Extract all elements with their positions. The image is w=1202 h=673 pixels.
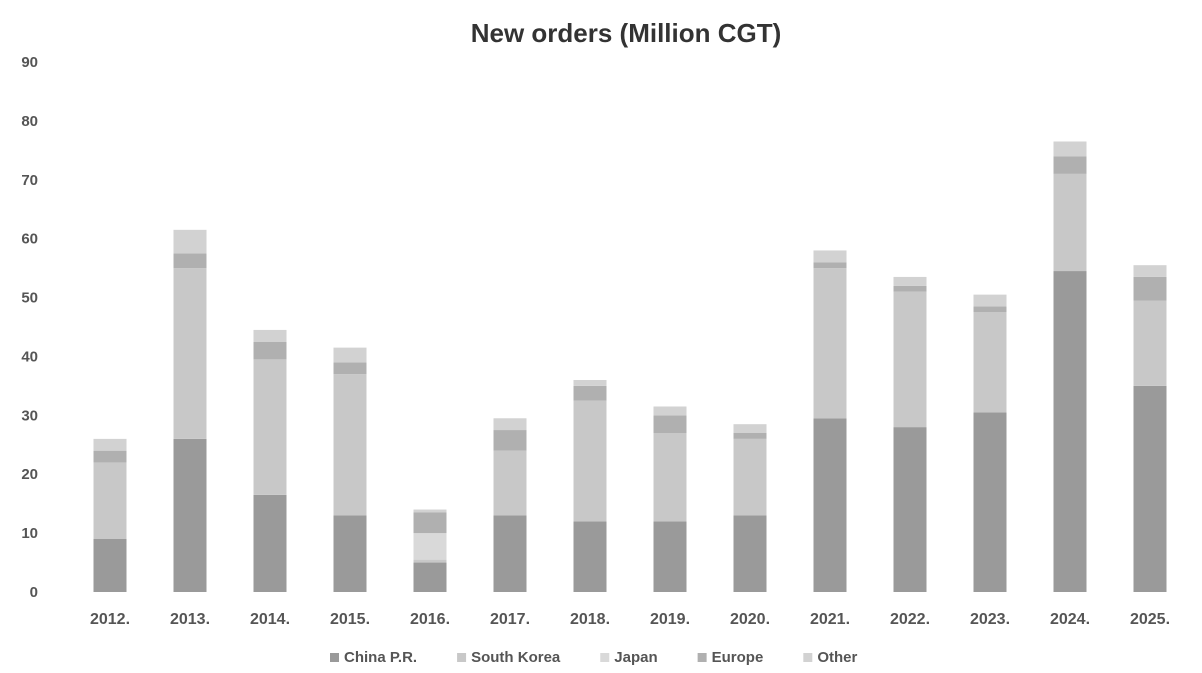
bar-segment [1133, 385, 1167, 592]
chart-title: New orders (Million CGT) [471, 18, 782, 48]
bar-segment [413, 512, 447, 534]
bar-segment [653, 433, 687, 522]
bars [93, 141, 1167, 592]
bar-segment [333, 515, 367, 592]
bar-segment [733, 433, 767, 439]
legend-label: Japan [614, 649, 657, 666]
bar-segment [253, 341, 287, 360]
y-axis: 0 10 20 30 40 50 60 70 80 90 [21, 54, 38, 601]
x-tick-label: 2023. [970, 611, 1010, 628]
y-tick-label: 90 [21, 54, 38, 71]
legend-swatch [697, 653, 707, 662]
bar-segment [973, 306, 1007, 313]
bar-segment [253, 329, 287, 342]
legend-label: China P.R. [344, 649, 417, 666]
x-tick-label: 2018. [570, 611, 610, 628]
x-tick-label: 2015. [330, 611, 370, 628]
bar-segment [813, 262, 847, 269]
x-tick-label: 2014. [250, 611, 290, 628]
bar-segment [493, 450, 527, 516]
bar-segment [333, 347, 367, 363]
bar-segment [733, 424, 767, 433]
x-tick-label: 2019. [650, 611, 690, 628]
bar-segment [1133, 265, 1167, 277]
legend: China P.R. South Korea Japan Europe Other [330, 649, 857, 666]
x-tick-label: 2020. [730, 611, 770, 628]
bar-segment [893, 285, 927, 292]
bar-segment [173, 229, 207, 254]
y-tick-label: 0 [30, 584, 38, 601]
y-tick-label: 40 [21, 348, 38, 365]
y-tick-label: 20 [21, 466, 38, 483]
legend-label: Other [817, 649, 857, 666]
y-tick-label: 10 [21, 525, 38, 542]
bar-segment [493, 430, 527, 451]
bar-segment [93, 462, 127, 539]
bar-segment [493, 418, 527, 431]
bar-segment [573, 380, 607, 386]
y-tick-label: 70 [21, 172, 38, 189]
x-tick-label: 2013. [170, 611, 210, 628]
y-tick-label: 50 [21, 290, 38, 307]
y-tick-label: 60 [21, 231, 38, 248]
bar-segment [893, 427, 927, 592]
bar-segment [813, 268, 847, 419]
legend-swatch [803, 653, 813, 662]
x-tick-label: 2017. [490, 611, 530, 628]
bar-segment [413, 509, 447, 513]
x-tick-label: 2025. [1130, 611, 1170, 628]
bar-segment [813, 418, 847, 592]
x-tick-label: 2021. [810, 611, 850, 628]
x-tick-label: 2024. [1050, 611, 1090, 628]
bar-segment [733, 438, 767, 516]
y-tick-label: 80 [21, 113, 38, 130]
bar-segment [1053, 156, 1087, 174]
bar-segment [413, 533, 447, 560]
bar-segment [1053, 173, 1087, 272]
bar-segment [973, 412, 1007, 592]
bar-segment [173, 253, 207, 269]
x-tick-label: 2012. [90, 611, 130, 628]
bar-segment [893, 291, 927, 428]
bar-segment [173, 438, 207, 592]
bar-segment [653, 415, 687, 433]
bar-segment [333, 362, 367, 375]
legend-label: Europe [712, 649, 764, 666]
bar-segment [173, 268, 207, 439]
legend-swatch [330, 653, 339, 662]
bar-segment [653, 406, 687, 416]
legend-label: South Korea [471, 649, 561, 666]
bar-segment [1053, 271, 1087, 592]
bar-segment [893, 276, 927, 286]
x-tick-label: 2022. [890, 611, 930, 628]
bar-segment [653, 521, 687, 592]
bar-segment [413, 562, 447, 592]
x-axis: 2012. 2013. 2014. 2015. 2016. 2017. 2018. 2019.… [90, 611, 1170, 628]
bar-segment [93, 450, 127, 463]
bar-segment [253, 359, 287, 495]
bar-segment [93, 438, 127, 451]
bar-segment [333, 374, 367, 516]
bar-segment [973, 294, 1007, 307]
x-tick-label: 2016. [410, 611, 450, 628]
bar-segment [573, 400, 607, 522]
bar-segment [253, 494, 287, 592]
bar-segment [413, 559, 447, 563]
bar-segment [1133, 276, 1167, 301]
bar-segment [93, 539, 127, 592]
bar-segment [1053, 141, 1087, 157]
bar-segment [573, 385, 607, 401]
legend-swatch [457, 653, 467, 662]
bar-segment [1133, 300, 1167, 386]
bar-segment [733, 515, 767, 592]
legend-swatch [600, 653, 610, 662]
y-tick-label: 30 [21, 407, 38, 424]
bar-segment [493, 515, 527, 592]
bar-segment [573, 521, 607, 592]
bar-segment [813, 250, 847, 263]
bar-segment [973, 312, 1007, 413]
